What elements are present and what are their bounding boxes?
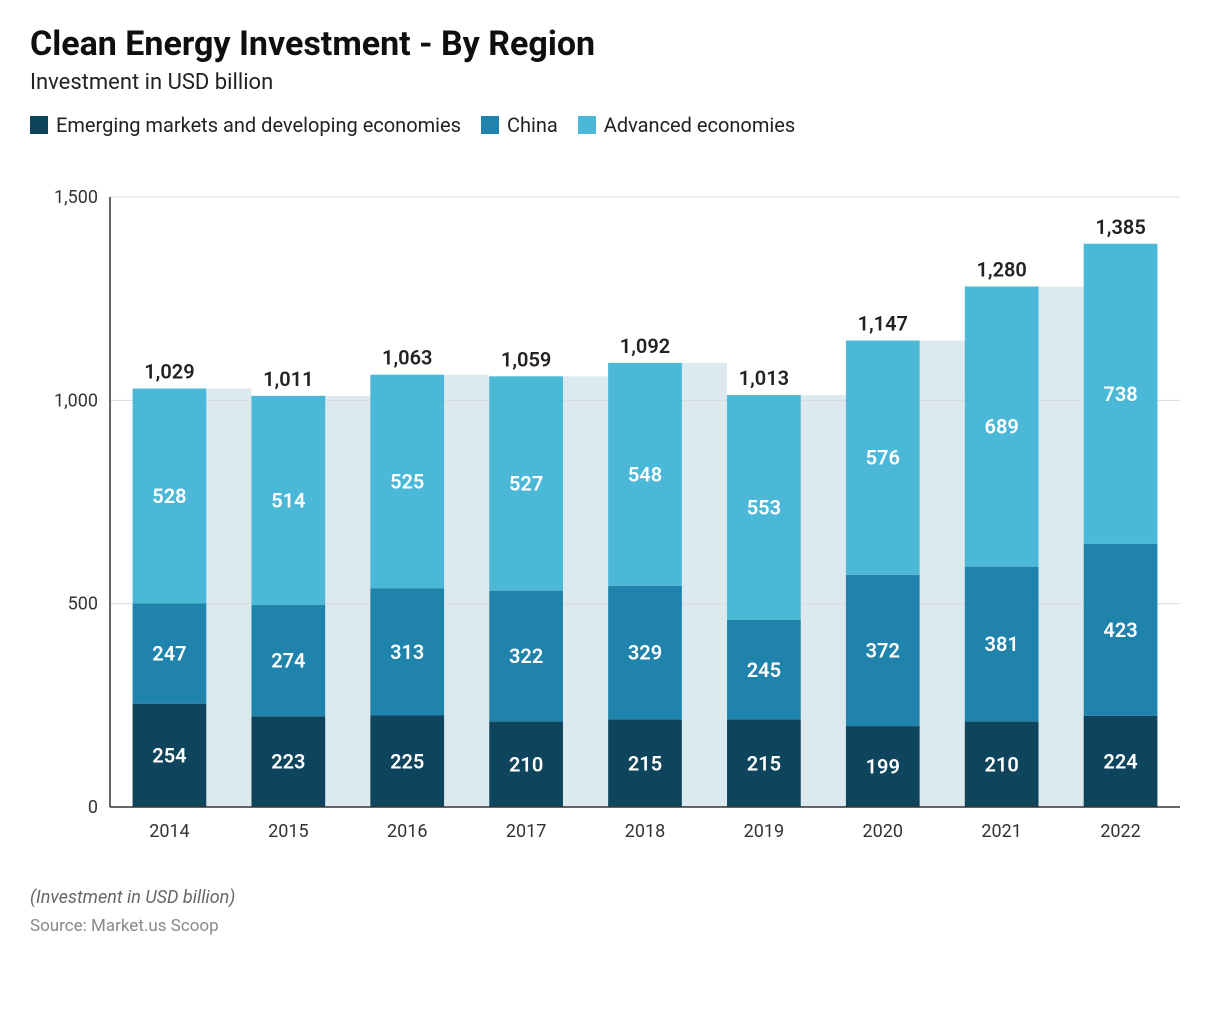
legend-item: Emerging markets and developing economie…	[30, 113, 461, 137]
bar-segment-value: 254	[152, 743, 186, 767]
bar-segment-value: 525	[390, 469, 424, 493]
x-axis-tick-label: 2021	[981, 821, 1021, 842]
bar-segment-value: 548	[628, 462, 662, 486]
y-axis-tick-label: 0	[88, 797, 98, 818]
bar-total-label: 1,029	[144, 360, 194, 384]
x-axis-tick-label: 2022	[1100, 821, 1140, 842]
legend-item: China	[481, 113, 558, 137]
legend-swatch	[30, 116, 48, 134]
bar-segment-value: 215	[747, 751, 781, 775]
chart-source: Source: Market.us Scoop	[30, 916, 1190, 936]
legend-label: Advanced economies	[604, 113, 795, 137]
chart-footnote: (Investment in USD billion)	[30, 887, 1190, 908]
bar-segment-value: 423	[1103, 618, 1137, 642]
bar-segment-value: 225	[390, 749, 424, 773]
bar-segment-value: 247	[152, 641, 186, 665]
bar-total-label: 1,013	[739, 366, 789, 390]
bar-segment-value: 527	[509, 471, 543, 495]
bar-segment-value: 553	[747, 495, 781, 519]
bar-segment-value: 381	[985, 632, 1019, 656]
y-axis-tick-label: 1,500	[54, 187, 98, 208]
bar-segment-value: 210	[509, 752, 543, 776]
legend-swatch	[481, 116, 499, 134]
chart-subtitle: Investment in USD billion	[30, 70, 1190, 95]
bar-segment-value: 210	[985, 752, 1019, 776]
bar-segment-value: 514	[271, 488, 305, 512]
bar-segment-value: 738	[1103, 382, 1137, 406]
bar-segment-value: 576	[866, 446, 900, 470]
bar-segment-value: 322	[509, 644, 543, 668]
bar-total-label: 1,063	[382, 346, 432, 370]
y-axis-tick-label: 500	[68, 594, 98, 615]
x-axis-tick-label: 2018	[625, 821, 665, 842]
x-axis-tick-label: 2017	[506, 821, 546, 842]
bar-segment-value: 329	[628, 641, 662, 665]
bar-total-label: 1,092	[620, 334, 670, 358]
bar-segment-value: 215	[628, 751, 662, 775]
legend-swatch	[578, 116, 596, 134]
chart-title: Clean Energy Investment - By Region	[30, 24, 1190, 64]
bar-total-label: 1,059	[501, 347, 551, 371]
bar-total-label: 1,011	[263, 367, 313, 391]
y-axis-tick-label: 1,000	[54, 390, 98, 411]
chart-page: Clean Energy Investment - By Region Inve…	[0, 0, 1220, 1018]
bar-segment-value: 223	[271, 750, 305, 774]
chart-legend: Emerging markets and developing economie…	[30, 113, 1190, 137]
bar-total-label: 1,385	[1095, 215, 1145, 239]
bar-segment-value: 245	[747, 658, 781, 682]
bar-segment-value: 199	[866, 755, 900, 779]
bar-segment-value: 313	[390, 640, 424, 664]
bar-segment-value: 689	[985, 415, 1019, 439]
x-axis-tick-label: 2016	[387, 821, 427, 842]
legend-item: Advanced economies	[578, 113, 795, 137]
bar-segment-value: 274	[271, 649, 305, 673]
bar-total-label: 1,147	[858, 312, 908, 336]
bar-total-label: 1,280	[976, 257, 1026, 281]
stacked-bar-chart: 0 500 1,000 1,500 254 247 528 1,029 2014 223 274 51…	[30, 177, 1190, 857]
x-axis-tick-label: 2019	[744, 821, 784, 842]
x-axis-tick-label: 2014	[149, 821, 189, 842]
bar-segment-value: 372	[866, 638, 900, 662]
x-axis-tick-label: 2015	[268, 821, 308, 842]
chart-area: 0 500 1,000 1,500 254 247 528 1,029 2014 223 274 51…	[30, 177, 1190, 857]
bar-segment-value: 224	[1103, 749, 1137, 773]
legend-label: China	[507, 113, 558, 137]
bar-segment-value: 528	[152, 484, 186, 508]
x-axis-tick-label: 2020	[863, 821, 903, 842]
legend-label: Emerging markets and developing economie…	[56, 113, 461, 137]
